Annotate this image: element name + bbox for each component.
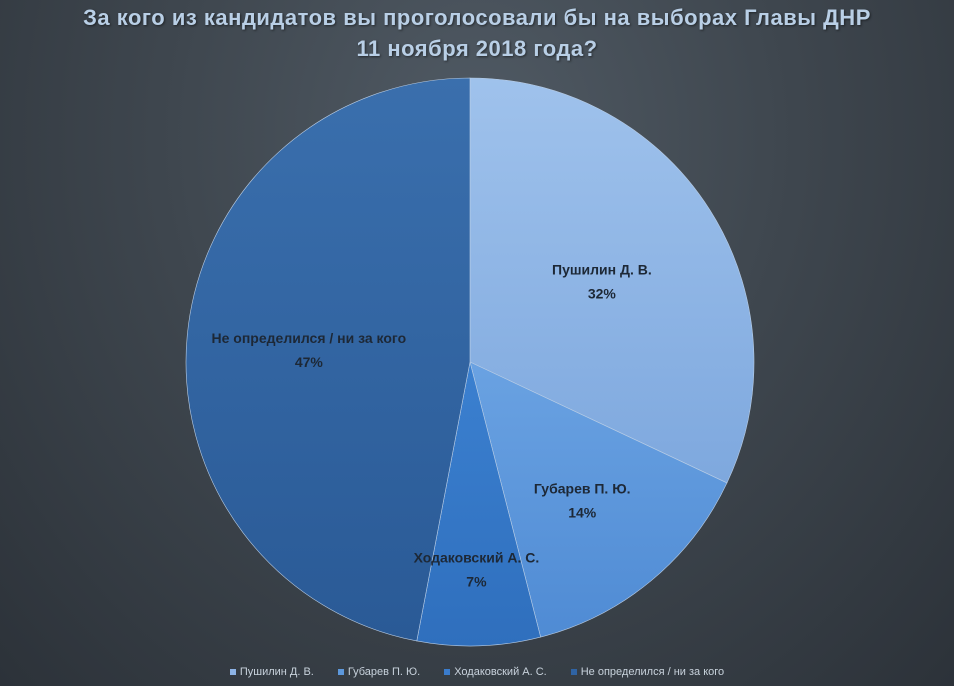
slice-name-label-3: Ходаковский А. С. xyxy=(414,549,540,565)
legend-label-4: Не определился / ни за кого xyxy=(580,666,725,678)
slice-percent-label-1: 32% xyxy=(588,285,617,301)
pie-slice-1 xyxy=(469,77,755,484)
chart-title-line-2: 11 ноября 2018 года? xyxy=(356,36,598,61)
legend-item-4: Не определился / ни за кого xyxy=(570,666,725,678)
slice-name-label-1: Пушилин Д. В. xyxy=(552,261,652,277)
legend-swatch-4 xyxy=(570,669,577,675)
chart-legend: Пушилин Д. В. Губарев П. Ю. Ходаковский А.… xyxy=(0,666,954,678)
slice-percent-label-2: 14% xyxy=(568,505,597,521)
pie-slice-4 xyxy=(185,77,471,642)
legend-swatch-3 xyxy=(444,669,451,675)
slice-percent-label-4: 47% xyxy=(295,354,324,370)
legend-swatch-1 xyxy=(229,669,236,675)
slice-percent-label-3: 7% xyxy=(466,573,487,589)
legend-label-1: Пушилин Д. В. xyxy=(239,666,314,678)
legend-item-3: Ходаковский А. С. xyxy=(444,666,547,678)
legend-item-2: Губарев П. Ю. xyxy=(337,666,421,678)
pie-slice-3 xyxy=(416,361,541,647)
legend-label-3: Ходаковский А. С. xyxy=(454,666,547,678)
chart-title-line-1: За кого из кандидатов вы проголосовали б… xyxy=(83,5,871,30)
slice-name-label-2: Губарев П. Ю. xyxy=(534,481,631,497)
legend-swatch-2 xyxy=(337,669,344,675)
slice-name-label-4: Не определился / ни за кого xyxy=(212,330,407,346)
legend-label-2: Губарев П. Ю. xyxy=(347,666,421,678)
pie-slice-2 xyxy=(469,361,728,638)
chart-title: За кого из кандидатов вы проголосовали б… xyxy=(0,2,954,64)
legend-item-1: Пушилин Д. В. xyxy=(229,666,314,678)
